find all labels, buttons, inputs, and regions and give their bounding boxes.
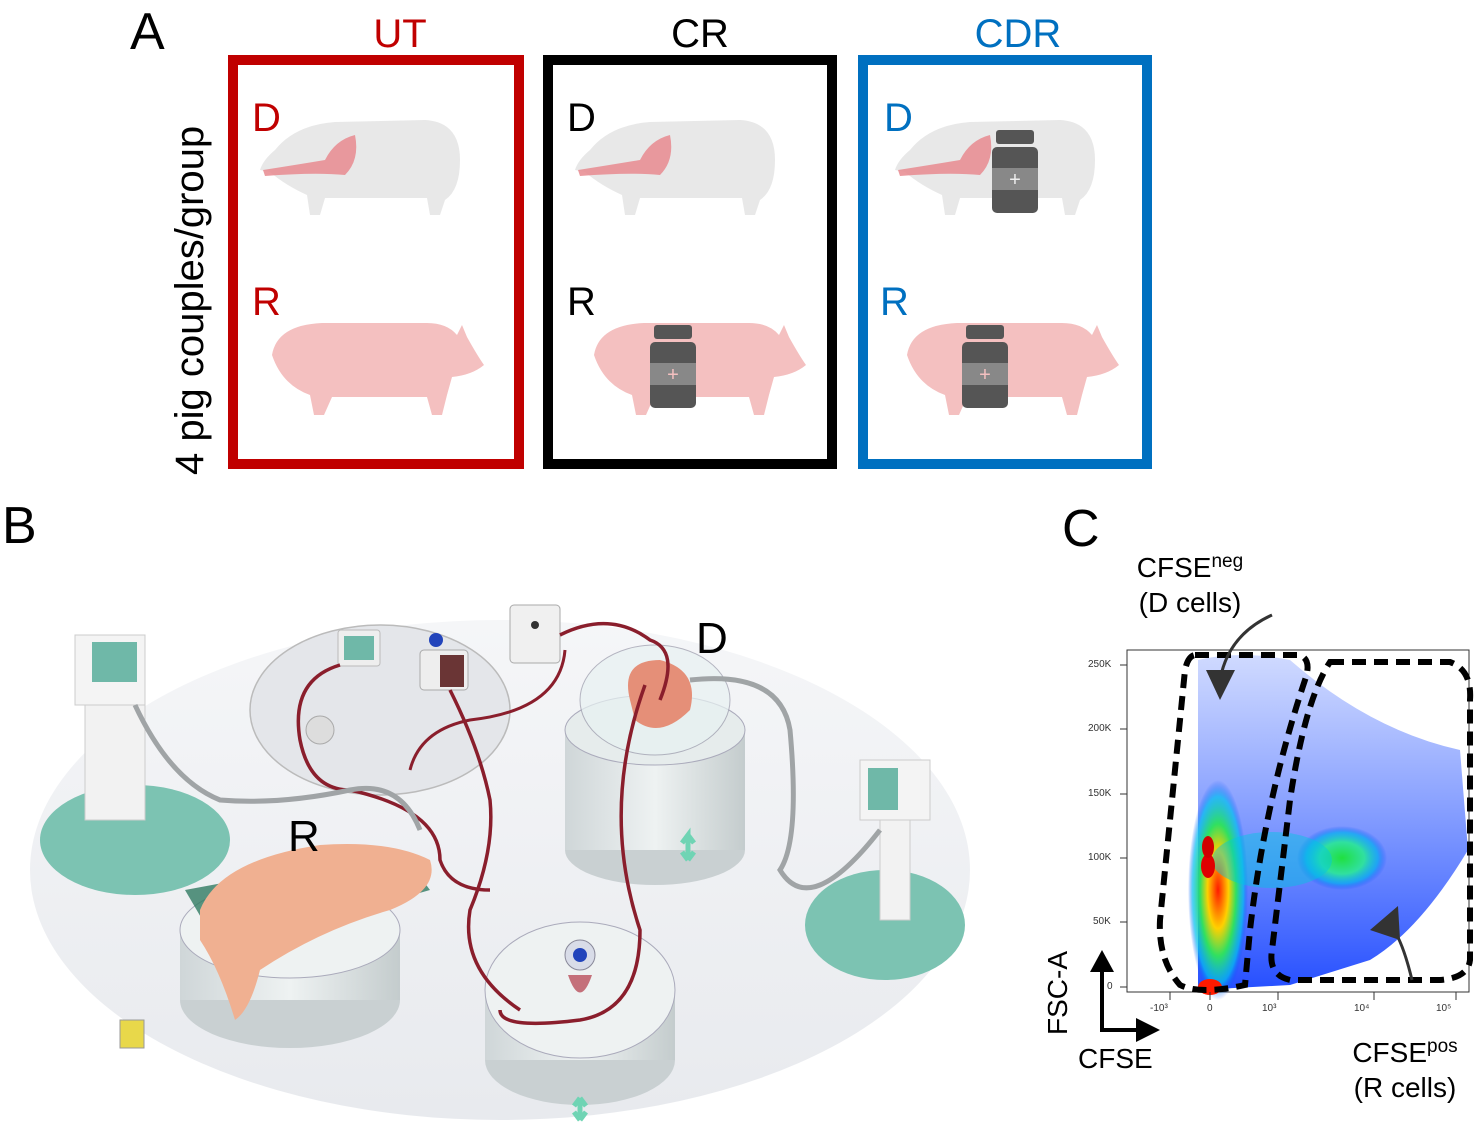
svg-text:+: + <box>979 364 991 386</box>
donor-pig-with-lung-icon <box>260 120 460 215</box>
group-box-ut <box>228 55 524 469</box>
flow-cytometry-plot <box>1090 613 1474 1042</box>
x-tick-10000: 10⁴ <box>1354 1003 1370 1014</box>
group-box-cdr <box>858 55 1152 469</box>
y-tick-0: 0 <box>1107 981 1113 992</box>
x-tick-1000: 10³ <box>1262 1003 1277 1014</box>
donor-label-cr: D <box>567 96 596 140</box>
donor-scene-label: D <box>696 614 728 663</box>
donor-label-ut: D <box>252 96 281 140</box>
svg-text:+: + <box>1009 169 1021 191</box>
panel-b-letter: B <box>2 497 37 555</box>
panel-a-y-label: 4 pig couples/group <box>168 125 212 475</box>
y-tick-50k: 50K <box>1093 916 1111 927</box>
panel-c-letter: C <box>1062 500 1100 558</box>
group-title-cr: CR <box>671 12 729 56</box>
ex-vivo-lung-perfusion-scene <box>30 604 970 1122</box>
recipient-pig-icon <box>907 323 1119 415</box>
y-tick-150k: 150K <box>1088 788 1112 799</box>
y-tick-250k: 250K <box>1088 659 1112 670</box>
x-tick-100000: 10⁵ <box>1436 1003 1452 1014</box>
medicine-bottle-icon: + <box>992 130 1038 213</box>
recipient-pig-icon <box>272 323 484 415</box>
x-tick-neg-1000: -10³ <box>1150 1003 1168 1014</box>
group-box-cr <box>543 55 837 469</box>
panel-a-letter: A <box>130 3 165 61</box>
recipient-label-cdr: R <box>880 280 909 324</box>
donor-pig-with-lung-icon <box>575 120 775 215</box>
y-tick-100k: 100K <box>1088 852 1112 863</box>
recipient-label-ut: R <box>252 280 281 324</box>
gate-neg-label: CFSEneg (D cells) <box>1136 551 1244 618</box>
group-title-ut: UT <box>373 12 427 56</box>
recipient-scene-label: R <box>288 812 320 861</box>
recipient-label-cr: R <box>567 280 596 324</box>
y-tick-200k: 200K <box>1088 723 1112 734</box>
medicine-bottle-icon: + <box>962 325 1008 408</box>
medicine-bottle-icon: + <box>650 325 696 408</box>
gate-pos-label: CFSEpos (R cells) <box>1352 1036 1458 1103</box>
recipient-pig-icon <box>594 323 806 415</box>
svg-text:+: + <box>667 364 679 386</box>
x-axis-label: CFSE <box>1078 1043 1153 1074</box>
group-title-cdr: CDR <box>974 12 1062 56</box>
x-tick-0: 0 <box>1207 1003 1213 1014</box>
y-axis-label: FSC-A <box>1042 951 1073 1035</box>
donor-label-cdr: D <box>884 96 913 140</box>
